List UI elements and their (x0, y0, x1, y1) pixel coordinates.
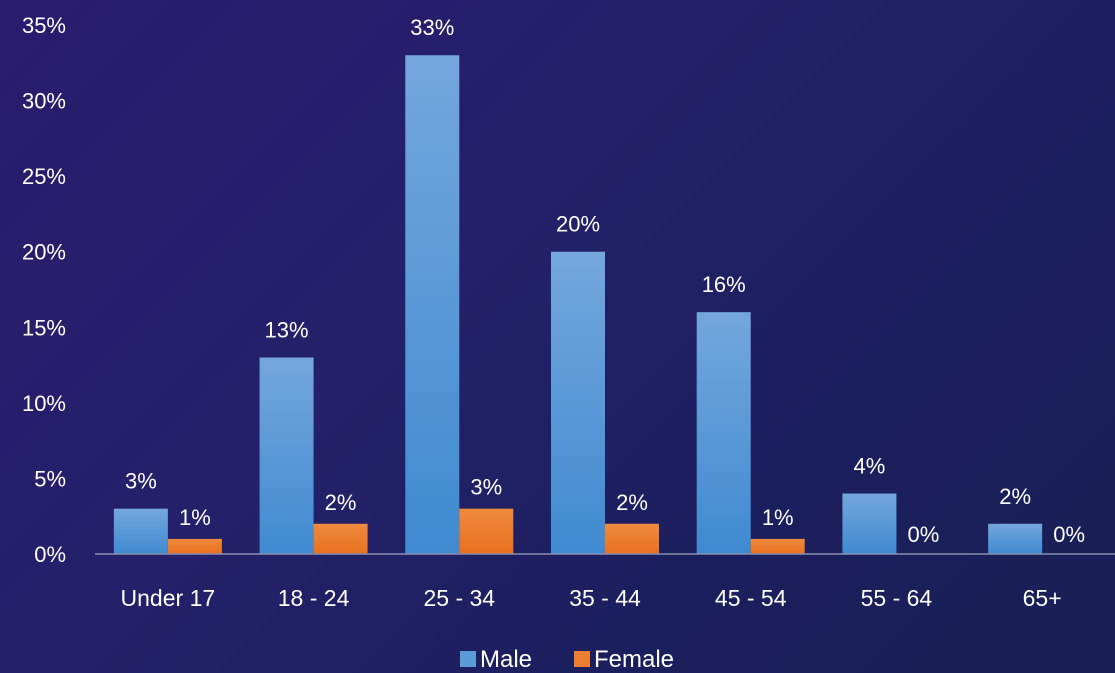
bar-female (605, 523, 659, 554)
category-label: 35 - 44 (569, 585, 641, 611)
data-label-male: 2% (999, 484, 1031, 509)
bar-male (405, 55, 460, 554)
category-label: 25 - 34 (423, 585, 495, 611)
y-axis-ticks: 0% 5% 10% 15% 20% 25% 30% 35% (22, 13, 66, 567)
bar-male (842, 493, 897, 554)
data-labels: 3% 1% 13% 2% 33% 3% 20% 2% 16% 1% 4% 0% 2% 0% (125, 15, 1085, 547)
bar-male (259, 357, 314, 554)
data-label-male: 20% (556, 212, 600, 237)
data-label-male: 16% (702, 272, 746, 297)
data-label-female: 2% (616, 490, 648, 515)
legend: Male Female (460, 646, 674, 673)
legend-swatch-female (574, 651, 590, 667)
bar-male (113, 508, 168, 554)
y-tick-label: 35% (22, 13, 66, 38)
category-label: 18 - 24 (278, 585, 350, 611)
data-label-female: 3% (470, 475, 502, 500)
category-label: Under 17 (121, 585, 216, 611)
data-label-male: 13% (265, 318, 309, 343)
bar-male (988, 523, 1043, 554)
bar-female (459, 508, 514, 554)
bar-male (696, 312, 751, 554)
category-label: 65+ (1023, 585, 1062, 611)
legend-swatch-male (460, 651, 476, 667)
y-tick-label: 20% (22, 240, 66, 265)
bar-female (167, 538, 222, 554)
category-labels: Under 17 18 - 24 25 - 34 35 - 44 45 - 54 55 -… (121, 585, 1062, 611)
data-label-male: 4% (854, 454, 886, 479)
y-tick-label: 25% (22, 164, 66, 189)
category-label: 45 - 54 (715, 585, 787, 611)
data-label-female: 1% (179, 505, 211, 530)
bar-female (313, 523, 368, 554)
data-label-female: 0% (1053, 522, 1085, 547)
data-label-male: 33% (410, 15, 454, 40)
y-tick-label: 10% (22, 391, 66, 416)
data-label-male: 3% (125, 469, 157, 494)
bar-female (750, 538, 805, 554)
category-label: 55 - 64 (861, 585, 933, 611)
y-tick-label: 5% (34, 466, 66, 491)
legend-label-female: Female (594, 646, 674, 673)
data-label-female: 0% (908, 522, 940, 547)
data-label-female: 1% (762, 505, 794, 530)
y-tick-label: 30% (22, 89, 66, 114)
bars (113, 55, 1043, 554)
bar-male (551, 251, 605, 554)
y-tick-label: 0% (34, 542, 66, 567)
data-label-female: 2% (325, 490, 357, 515)
legend-label-male: Male (480, 646, 532, 673)
y-tick-label: 15% (22, 315, 66, 340)
